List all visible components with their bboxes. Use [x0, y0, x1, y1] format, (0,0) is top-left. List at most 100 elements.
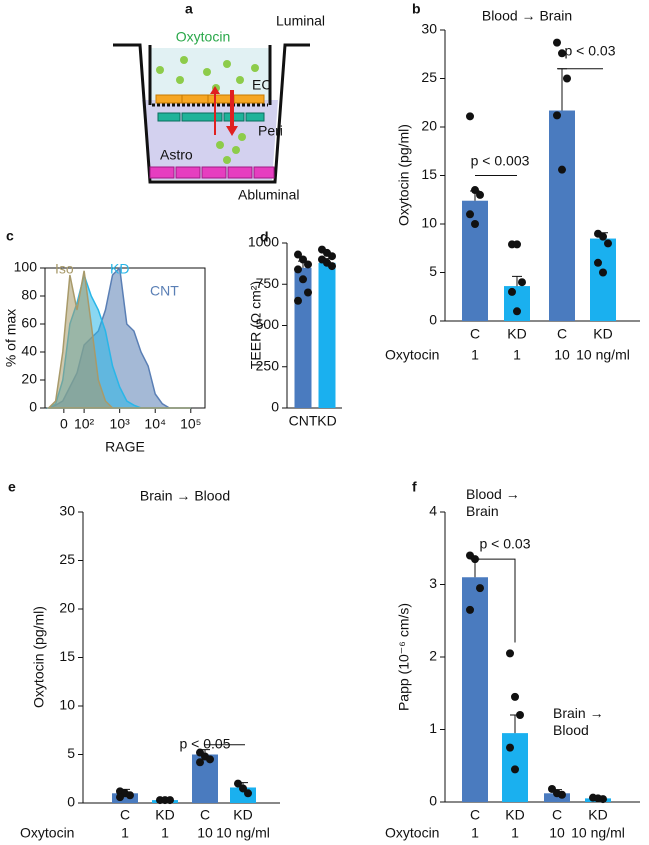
annotation: Brain → Blood: [553, 705, 604, 738]
data-point: [471, 186, 479, 195]
data-point: [466, 210, 474, 219]
data-point: [599, 268, 607, 277]
data-point: [244, 789, 252, 798]
panel-letter: d: [260, 229, 269, 245]
bar: [192, 754, 218, 803]
y-tick-label: 20: [21, 371, 37, 387]
x-tick-label: CNT: [289, 413, 318, 429]
y-tick-label: 250: [256, 357, 280, 373]
panel-letter: a: [185, 1, 193, 17]
oxytocin-dots: [156, 56, 259, 164]
annotation: p < 0.03: [565, 43, 616, 59]
y-tick-label: 25: [59, 551, 75, 567]
data-point: [294, 296, 302, 305]
y-tick-label: 2: [429, 648, 437, 664]
y-tick-label: 40: [21, 343, 37, 359]
y-tick-label: 5: [429, 263, 437, 279]
y-axis-label: Oxytocin (pg/ml): [31, 606, 47, 708]
y-tick-label: 0: [271, 399, 279, 415]
data-point: [513, 307, 521, 316]
y-axis-label: Oxytocin (pg/ml): [396, 124, 412, 226]
x-sublabel: 10: [554, 347, 570, 363]
series-label: Iso: [55, 261, 74, 277]
bar: [590, 238, 616, 321]
x-sublabel: 1: [513, 347, 521, 363]
data-point: [304, 288, 312, 297]
panel-letter: b: [412, 1, 421, 17]
x-sublabel: 10 ng/ml: [216, 825, 270, 841]
x-tick-label: C: [120, 807, 130, 823]
data-point: [294, 265, 302, 274]
row-label: Oxytocin: [385, 825, 439, 841]
histogram-area: [46, 270, 191, 409]
data-point: [196, 758, 204, 767]
y-tick-label: 4: [429, 503, 437, 519]
x-tick-label: KD: [155, 807, 174, 823]
data-point: [511, 765, 519, 774]
data-point: [328, 252, 336, 261]
series-label: KD: [110, 261, 129, 277]
x-tick-label: 10²: [74, 416, 95, 432]
x-tick-label: C: [552, 807, 562, 823]
x-tick-label: 10⁴: [144, 416, 166, 432]
annotation: p < 0.05: [180, 736, 231, 752]
x-sublabel: 10 ng/ml: [571, 825, 625, 841]
data-point: [299, 255, 307, 264]
y-tick-label: 0: [429, 793, 437, 809]
data-point: [299, 275, 307, 284]
bar: [318, 262, 336, 408]
panel-letter: f: [412, 479, 417, 495]
row-label: Oxytocin: [20, 825, 74, 841]
x-sublabel: 1: [511, 825, 519, 841]
x-tick-label: C: [470, 807, 480, 823]
data-point: [558, 49, 566, 58]
data-point: [126, 791, 134, 800]
y-tick-label: 0: [429, 312, 437, 328]
chart-title: Brain → Blood: [140, 488, 230, 504]
series-label: CNT: [150, 283, 179, 299]
row-label: Oxytocin: [385, 347, 439, 363]
label: Abluminal: [238, 187, 299, 203]
y-tick-label: 0: [29, 399, 37, 415]
y-tick-label: 750: [256, 275, 280, 291]
bar: [549, 110, 575, 321]
data-point: [506, 649, 514, 658]
x-sublabel: 10: [197, 825, 213, 841]
x-tick-label: C: [470, 326, 480, 342]
insert: [148, 45, 272, 105]
y-tick-label: 100: [14, 259, 38, 275]
data-point: [304, 260, 312, 269]
data-point: [476, 190, 484, 199]
data-point: [466, 112, 474, 121]
data-point: [604, 239, 612, 248]
x-tick-label: KD: [233, 807, 252, 823]
x-sublabel: 1: [471, 347, 479, 363]
data-point: [116, 793, 124, 802]
data-point: [513, 240, 521, 249]
x-tick-label: KD: [593, 326, 612, 342]
y-tick-label: 25: [421, 69, 437, 85]
y-tick-label: 5: [67, 745, 75, 761]
pericytes: [157, 112, 265, 122]
x-axis-label: RAGE: [105, 439, 145, 455]
y-tick-label: 1000: [248, 234, 279, 250]
x-sublabel: 1: [471, 825, 479, 841]
x-tick-label: 10³: [110, 416, 131, 432]
y-tick-label: 10: [59, 697, 75, 713]
annotation: p < 0.003: [471, 153, 530, 169]
annotation: Blood → Brain: [466, 486, 520, 519]
y-axis-label: % of max: [3, 309, 19, 367]
data-point: [508, 287, 516, 296]
x-tick-label: 10⁵: [180, 416, 201, 432]
data-point: [553, 38, 561, 47]
y-tick-label: 10: [421, 215, 437, 231]
ec-cells: [155, 94, 265, 104]
astrocytes: [149, 166, 275, 179]
label: Astro: [160, 147, 193, 163]
x-sublabel: 10 ng/ml: [576, 347, 630, 363]
x-tick-label: 0: [60, 416, 68, 432]
bar: [462, 577, 488, 802]
y-tick-label: 30: [421, 21, 437, 37]
y-tick-label: 3: [429, 575, 437, 591]
